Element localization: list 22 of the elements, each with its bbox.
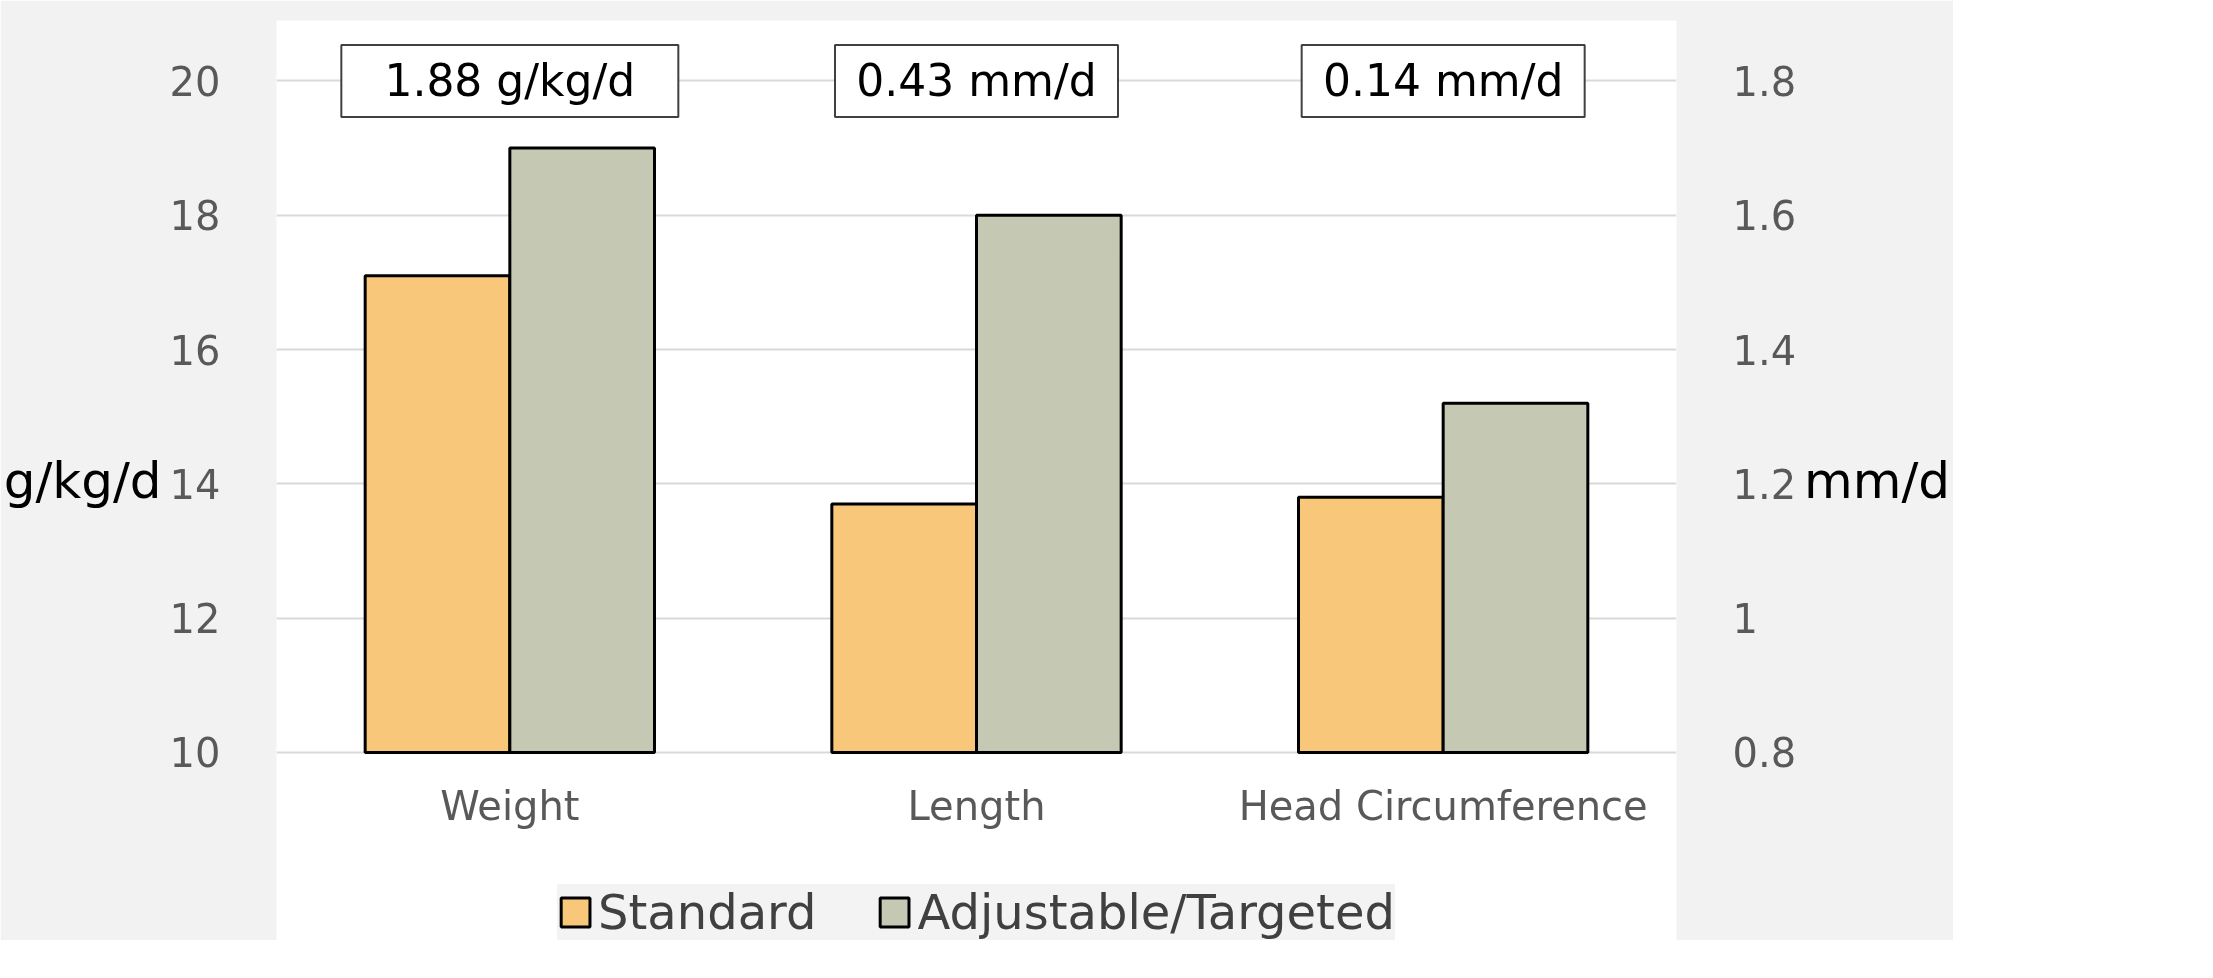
y-axis-title: g/kg/d — [3, 451, 162, 510]
legend-label: Adjustable/Targeted — [917, 884, 1395, 940]
y-tick-label: 10 — [169, 730, 221, 777]
annotation: 1.88 g/kg/d — [384, 55, 636, 107]
legend-label: Standard — [598, 884, 817, 940]
y-tick-label: 12 — [169, 596, 221, 643]
x-tick-label: Head Circumference — [1238, 782, 1648, 829]
y2-axis-title: mm/d — [1804, 451, 1951, 510]
x-tick-label: Weight — [440, 782, 580, 829]
annotation: 0.14 mm/d — [1322, 55, 1564, 107]
y2-tick-label: 1.4 — [1732, 327, 1797, 374]
y-tick-label: 14 — [169, 461, 221, 508]
y-tick-label: 20 — [169, 58, 221, 105]
annotation: 0.43 mm/d — [856, 55, 1097, 107]
y2-tick-label: 1.6 — [1732, 193, 1797, 240]
y2-tick-label: 1.2 — [1732, 461, 1797, 508]
y-tick-label: 18 — [169, 193, 221, 240]
x-tick-label: Length — [907, 782, 1046, 829]
y-tick-label: 16 — [169, 327, 221, 374]
y2-tick-label: 1 — [1732, 596, 1758, 643]
y2-tick-label: 1.8 — [1732, 58, 1797, 105]
y2-tick-label: 0.8 — [1732, 730, 1797, 777]
